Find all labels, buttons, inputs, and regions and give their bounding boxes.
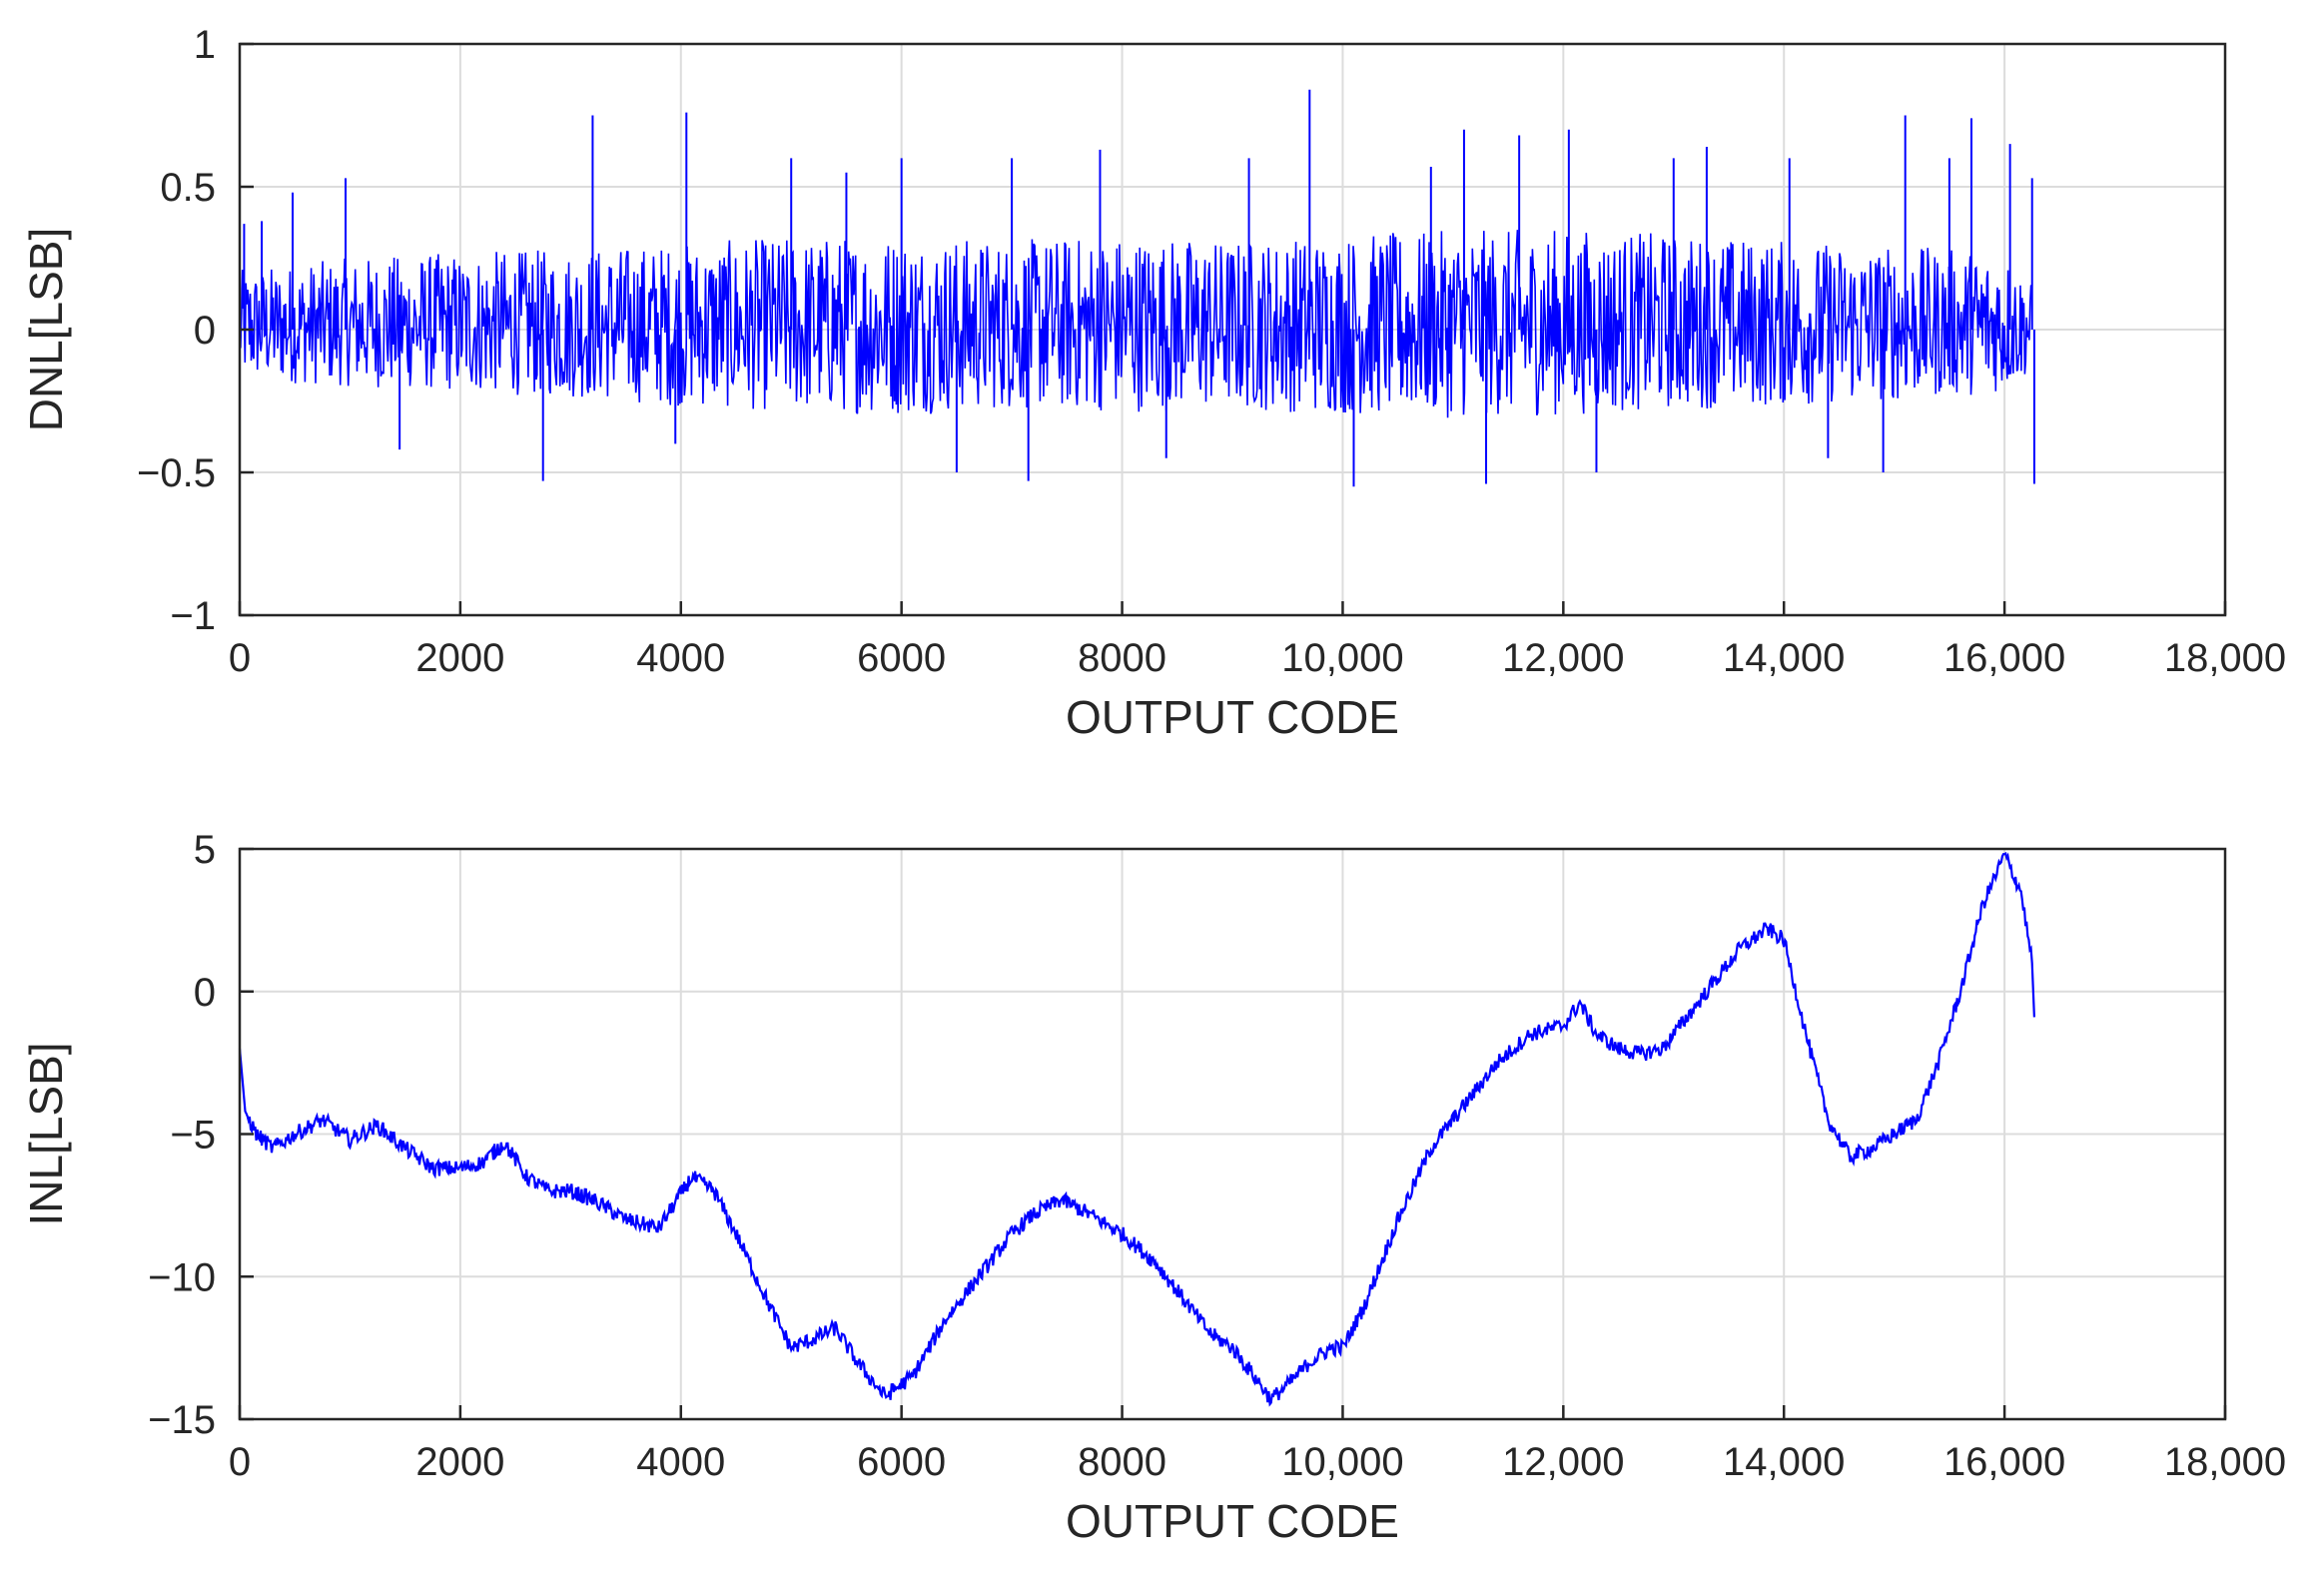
x-tick-label: 10,000 [1281, 636, 1403, 680]
x-tick-label: 4000 [636, 1440, 725, 1484]
dnl-y-axis-label: DNL[LSB] [20, 228, 72, 432]
dnl-x-axis-label: OUTPUT CODE [1066, 691, 1399, 743]
inl-data [238, 852, 2035, 1407]
x-tick-label: 12,000 [1502, 636, 1624, 680]
x-tick-label: 18,000 [2164, 636, 2286, 680]
y-tick-label: 0 [194, 309, 216, 353]
y-tick-label: 1 [194, 23, 216, 67]
y-tick-label: 5 [194, 828, 216, 872]
x-tick-label: 6000 [857, 636, 946, 680]
y-tick-label: −10 [148, 1255, 216, 1299]
x-tick-label: 16,000 [1943, 1440, 2065, 1484]
y-tick-label: −0.5 [137, 451, 216, 495]
y-tick-label: 0 [194, 971, 216, 1015]
x-tick-label: 14,000 [1723, 1440, 1845, 1484]
x-tick-label: 8000 [1078, 636, 1166, 680]
x-tick-label: 0 [229, 1440, 251, 1484]
inl-ticks: 0 2000 4000 6000 8000 10,000 12,000 14,000 16,00… [148, 828, 2286, 1484]
dnl-trace [239, 230, 2033, 418]
inl-y-axis-label: INL[LSB] [20, 1042, 72, 1225]
y-tick-label: −5 [170, 1114, 216, 1158]
x-tick-label: 0 [229, 636, 251, 680]
inl-grid [240, 849, 2225, 1419]
x-tick-label: 2000 [415, 1440, 504, 1484]
x-tick-label: 18,000 [2164, 1440, 2286, 1484]
x-tick-label: 16,000 [1943, 636, 2065, 680]
x-tick-label: 6000 [857, 1440, 946, 1484]
x-tick-label: 14,000 [1723, 636, 1845, 680]
y-tick-label: −1 [170, 594, 216, 638]
dnl-chart: 0 2000 4000 6000 8000 10,000 12,000 14,000 16,00… [20, 23, 2286, 743]
y-tick-label: 0.5 [160, 166, 216, 210]
x-tick-label: 10,000 [1281, 1440, 1403, 1484]
inl-chart: 0 2000 4000 6000 8000 10,000 12,000 14,000 16,00… [20, 828, 2286, 1547]
x-tick-label: 4000 [636, 636, 725, 680]
y-tick-label: −15 [148, 1398, 216, 1442]
inl-trace [238, 852, 2035, 1407]
x-tick-label: 12,000 [1502, 1440, 1624, 1484]
x-tick-label: 2000 [415, 636, 504, 680]
dnl-data [239, 89, 2035, 544]
dnl-ticks: 0 2000 4000 6000 8000 10,000 12,000 14,000 16,00… [137, 23, 2286, 680]
x-tick-label: 8000 [1078, 1440, 1166, 1484]
inl-x-axis-label: OUTPUT CODE [1066, 1495, 1399, 1547]
